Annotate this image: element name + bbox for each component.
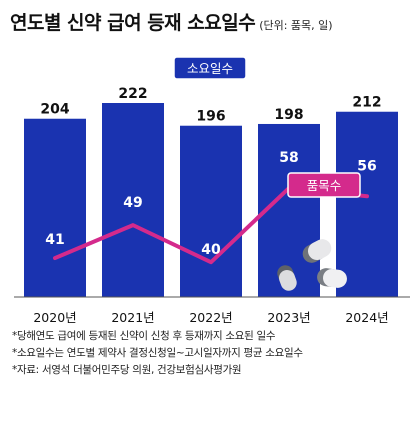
footnote-source: *자료: 서영석 더불어민주당 의원, 건강보험심사평가원 [12,364,242,376]
x-tick-label: 2022년 [189,310,232,325]
capsule-illustration [277,239,347,291]
bar-value-label: 222 [118,86,147,102]
bar-2020년 [24,118,86,297]
legend-box-bar [173,56,247,80]
x-tick-label: 2024년 [345,310,388,325]
unit-label: (단위: 품목, 일) [259,19,333,32]
capsule [317,268,347,288]
title-row: 연도별 신약 급여 등재 소요일수 (단위: 품목, 일) [10,8,410,38]
bar-value-label: 196 [196,109,225,125]
line-value-label: 56 [357,158,376,174]
bar-value-label: 198 [274,107,303,123]
legend-label-bar: 소요일수 [187,61,233,76]
footnote-definition: *당해연도 급여에 등재된 신약이 신청 후 등재까지 소요된 일수 [12,330,276,342]
chart-title: 연도별 신약 급여 등재 소요일수 [10,12,256,34]
x-tick-label: 2023년 [267,310,310,325]
line-value-label: 40 [201,242,221,258]
x-tick-label: 2020년 [33,310,76,325]
line-value-label: 49 [123,195,142,211]
capsule [277,265,297,291]
bar-value-label: 204 [40,102,69,118]
footnotes: *당해연도 급여에 등재된 신약이 신청 후 등재까지 소요된 일수 *소요일수… [12,328,412,379]
bar-2024년 [336,111,398,297]
bar-2021년 [102,103,164,297]
footnote-average: *소요일수는 연도별 제약사 결정신청일~고시일자까지 평균 소요일수 [12,347,303,359]
bar-2022년 [180,125,242,297]
legend-label-line: 품목수 [307,178,342,193]
chart: 204 222 196 198 212 2020년 2021년 2022년 2023년 2024년… [14,56,410,325]
legend-box-line [287,172,361,198]
capsule [302,239,332,263]
line-value-label: 58 [279,150,298,166]
line-value-label: 41 [45,232,64,248]
x-tick-label: 2021년 [111,310,154,325]
bar-value-label: 212 [352,95,381,111]
